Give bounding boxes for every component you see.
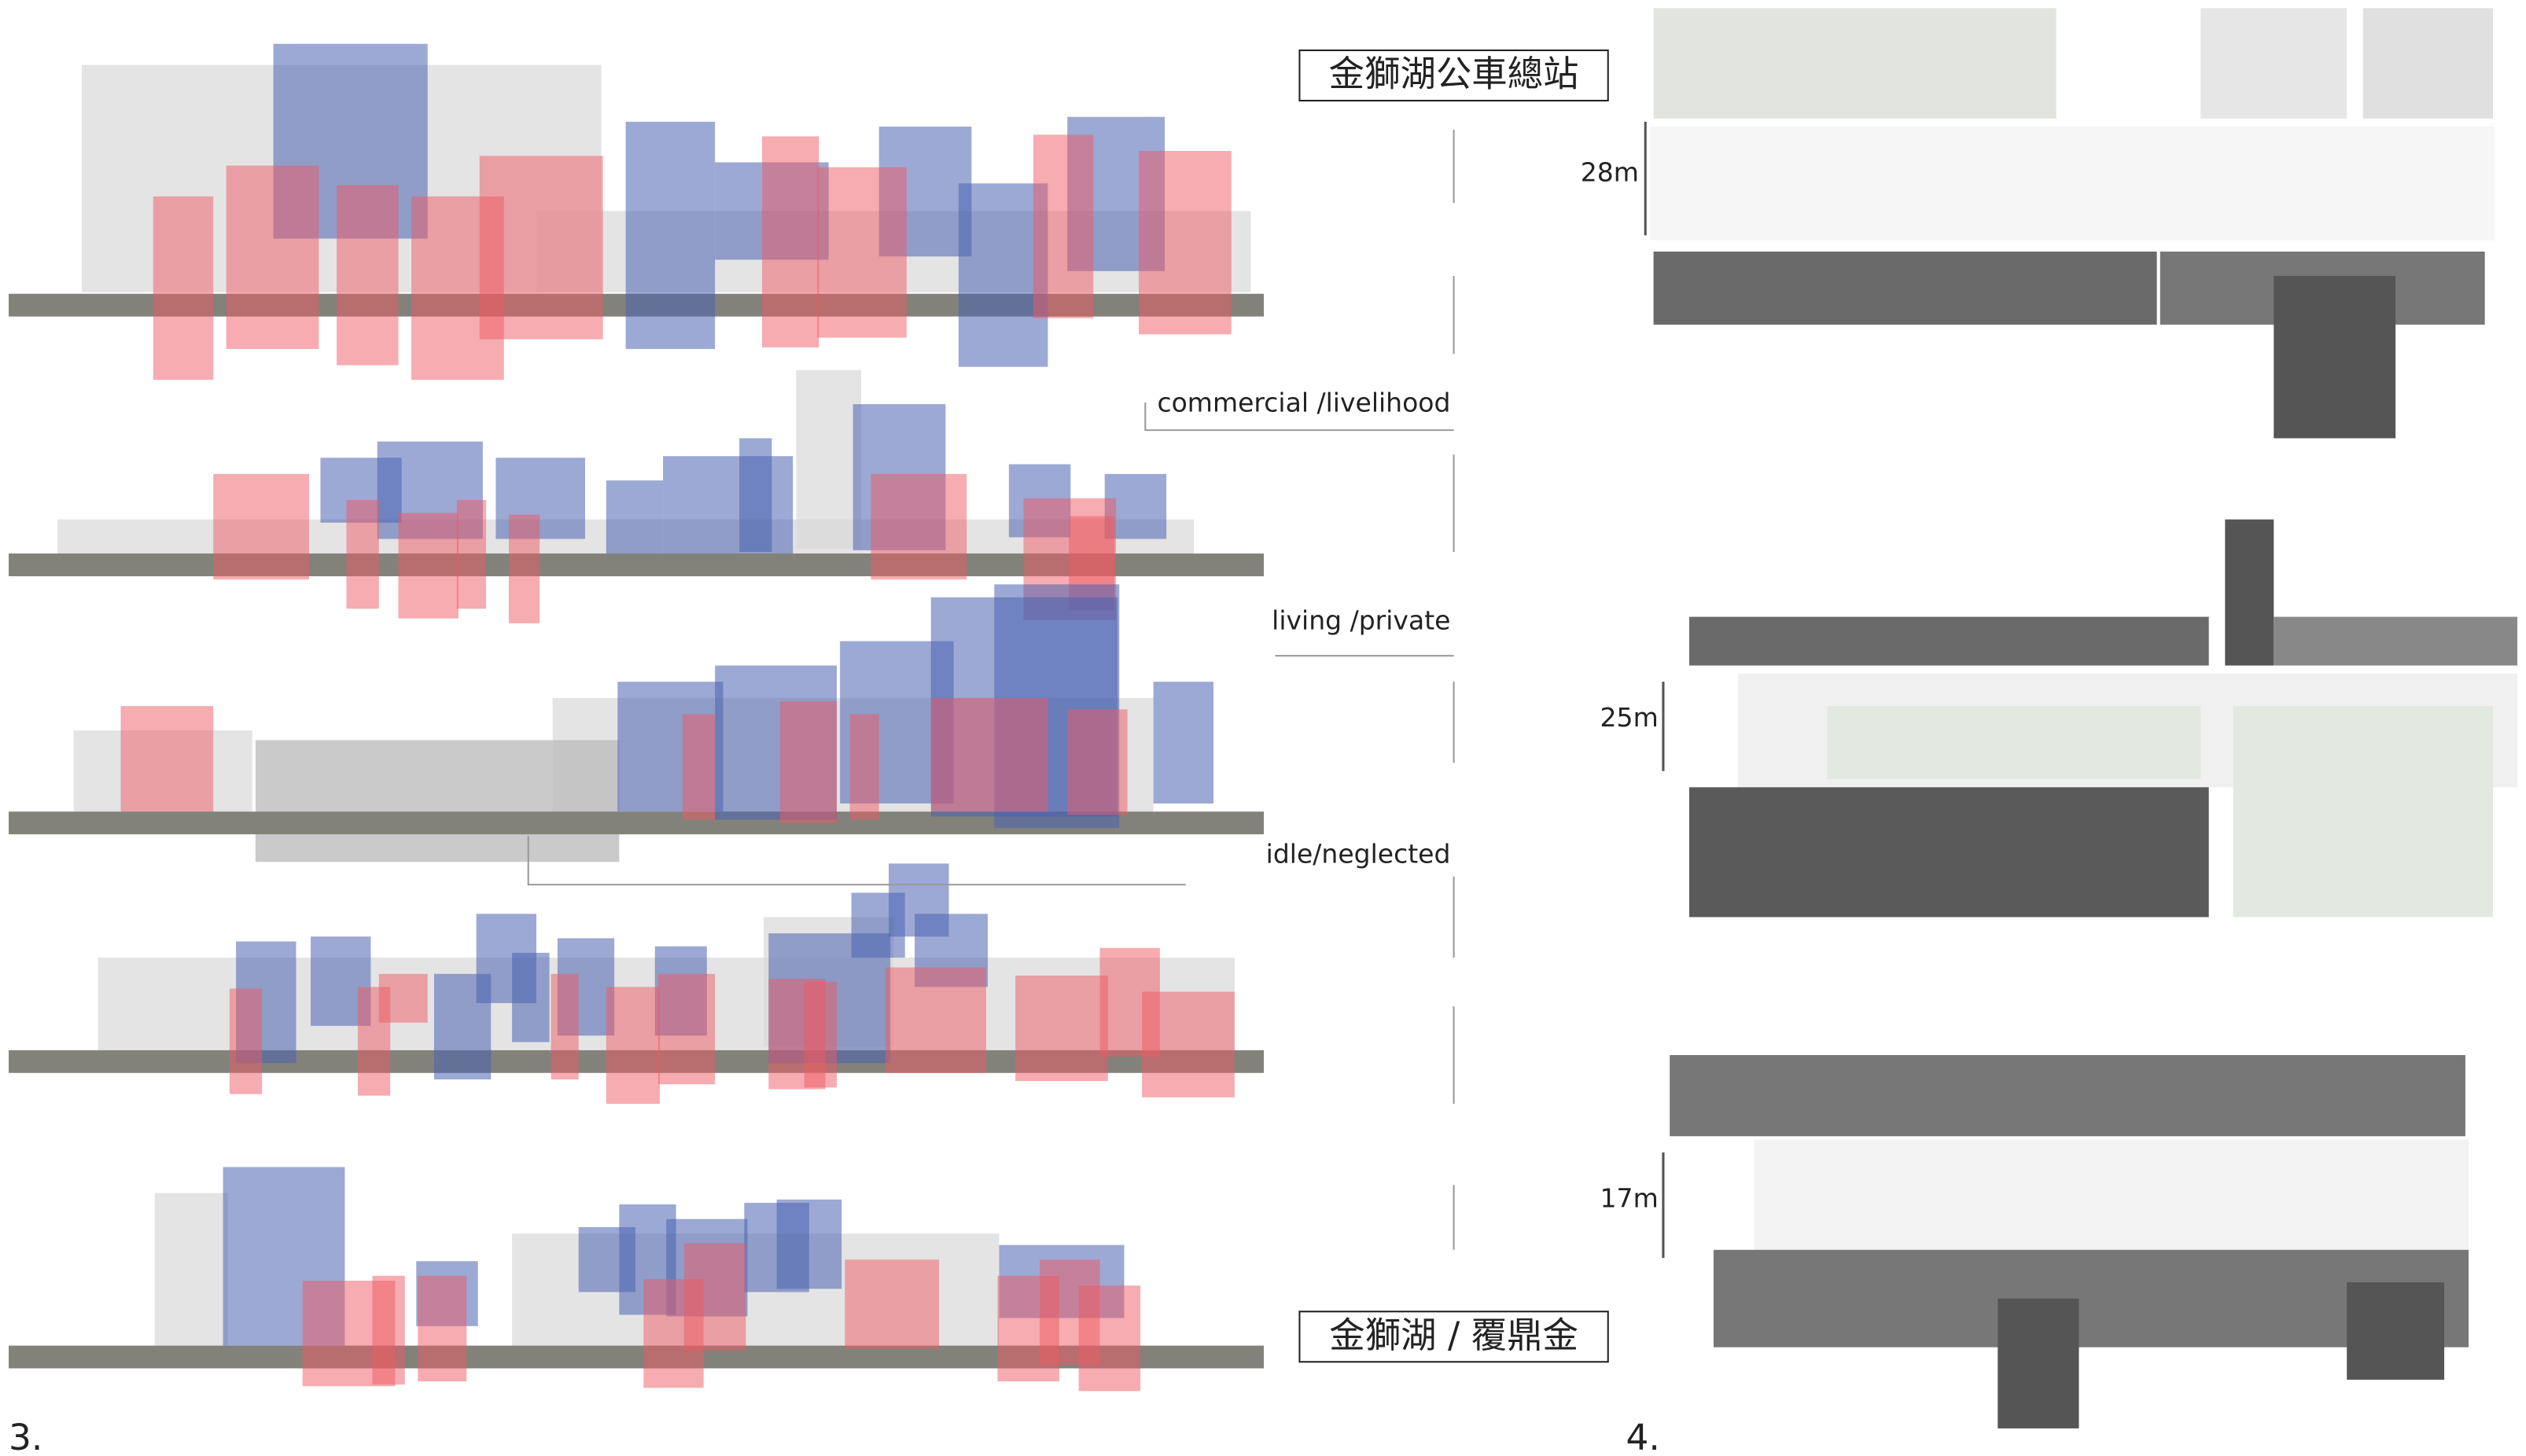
living-block [849, 714, 879, 820]
living-block [398, 513, 458, 619]
living-block [606, 987, 660, 1104]
plan-block [1650, 127, 2495, 241]
living-block [153, 196, 214, 381]
width-label: 28m [1581, 156, 1639, 187]
figure-number: 3. [9, 1417, 42, 1456]
commercial-block [1153, 682, 1214, 804]
living-block [683, 1243, 746, 1351]
living-block [213, 473, 310, 580]
living-block [120, 706, 214, 812]
living-block [657, 973, 716, 1085]
living-block [804, 982, 838, 1088]
living-block [885, 967, 986, 1073]
plan-block [2274, 275, 2396, 439]
figure-number: 4. [1626, 1417, 1659, 1456]
plan-block [2362, 8, 2493, 119]
category-label: living /private [1272, 605, 1450, 635]
connector-lines [527, 130, 1455, 1250]
living-block [346, 499, 379, 609]
living-block [1139, 151, 1232, 335]
living-block [1067, 709, 1128, 815]
idle-area [255, 740, 620, 862]
living-block [682, 714, 716, 820]
label-box [1298, 1311, 1609, 1363]
living-block [1033, 134, 1094, 318]
plan-block [1653, 8, 2057, 119]
living-block [456, 499, 487, 609]
width-label: 17m [1600, 1182, 1659, 1213]
living-block [479, 156, 603, 340]
living-block [1015, 975, 1108, 1082]
category-label: commercial /livelihood [1157, 388, 1450, 418]
living-block [550, 973, 579, 1079]
plan-block [1688, 616, 2209, 666]
living-block [337, 185, 399, 366]
plan-block [2225, 519, 2274, 666]
living-block [930, 697, 1048, 812]
living-block [1142, 991, 1235, 1098]
living-block [372, 1275, 405, 1385]
living-block [779, 700, 838, 823]
living-block [418, 1275, 467, 1382]
commercial-block [512, 952, 550, 1042]
plan-block [1670, 1055, 2465, 1137]
commercial-block [663, 456, 794, 554]
living-block [762, 136, 819, 347]
street-plans [1644, 8, 2517, 1428]
plan-block [1713, 1249, 2469, 1348]
building-photo [796, 370, 861, 549]
plan-block [2347, 1282, 2445, 1380]
living-block [378, 973, 428, 1023]
plan-block [1754, 1139, 2469, 1253]
street-elevations [9, 43, 1265, 1392]
plan-block [1998, 1298, 2079, 1428]
width-label: 25m [1600, 702, 1659, 733]
living-block [508, 514, 540, 623]
label-box [1298, 49, 1609, 102]
plan-block [2233, 706, 2493, 917]
commercial-block [739, 438, 772, 552]
plan-block [1688, 787, 2209, 917]
station-label: 金獅湖公車總站 [1329, 53, 1579, 95]
living-block [817, 167, 907, 338]
legend-connectors [527, 130, 1455, 1250]
commercial-block [606, 480, 664, 554]
commercial-block [625, 121, 716, 349]
living-block [871, 473, 967, 580]
living-block [229, 988, 263, 1094]
living-block [845, 1259, 940, 1349]
plan-block [1653, 252, 2157, 325]
living-block [1078, 1285, 1141, 1392]
commercial-block [958, 183, 1048, 367]
district-label: 金獅湖 / 覆鼎金 [1329, 1314, 1578, 1356]
plan-block [2200, 8, 2347, 119]
plan-block [2274, 616, 2517, 666]
commercial-block [776, 1199, 842, 1289]
plan-block [1827, 706, 2201, 780]
category-label: idle/neglected [1266, 839, 1451, 870]
building-photo [154, 1193, 228, 1346]
living-block [226, 165, 319, 349]
